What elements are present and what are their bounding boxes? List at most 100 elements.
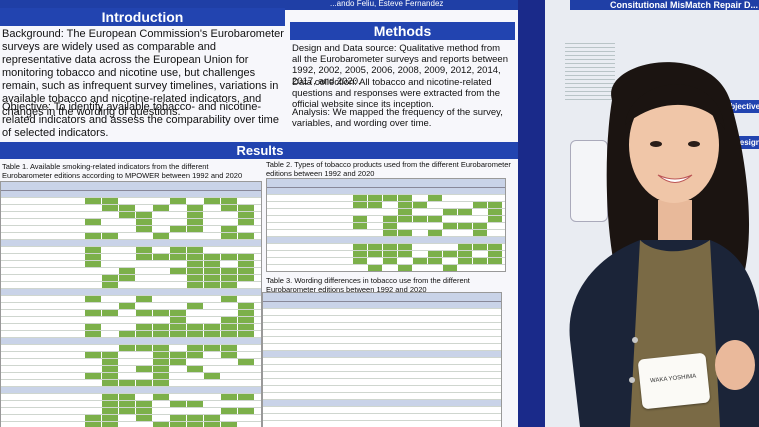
table-row [267,251,505,258]
table-cell [473,244,487,250]
table-cell [238,275,254,281]
table-cell [102,359,118,365]
table-cell [85,247,101,253]
table-cell [119,394,135,400]
table-cell [136,310,152,316]
table1-caption: Table 1. Available smoking-related indic… [2,162,243,180]
table-cell [443,251,457,257]
table-cell [85,198,101,204]
table-cell [398,195,412,201]
table-cell [102,233,118,239]
table-cell [136,366,152,372]
table-row [1,359,261,366]
table-cell [187,226,203,232]
table-row [263,407,501,414]
table-cell [488,258,502,264]
table-cell [383,244,397,250]
table-cell [187,219,203,225]
analysis-text: Analysis: We mapped the frequency of the… [292,107,503,129]
right-poster-text-block [565,40,615,100]
table-cell [204,415,220,421]
table-row [263,323,501,330]
table-cell [204,373,220,379]
table-cell [368,265,382,271]
table-cell [383,223,397,229]
table-row [263,400,501,407]
table-cell [170,415,186,421]
table-row [1,198,261,205]
table-cell [102,275,118,281]
table-cell [187,212,203,218]
table-cell [136,324,152,330]
table-row [1,247,261,254]
table-cell [119,275,135,281]
objective-text: Objective: To identify available tobacco… [2,101,279,139]
table-row [1,212,261,219]
table-cell [119,380,135,386]
table-row [1,331,261,338]
table-row [263,386,501,393]
table-cell [153,366,169,372]
table-cell [398,244,412,250]
table-cell [353,216,367,222]
table-cell [221,352,237,358]
table-cell [238,394,254,400]
table-cell [136,219,152,225]
table-row [1,226,261,233]
table-row [1,387,261,394]
table-cell [153,345,169,351]
table-cell [238,331,254,337]
table-row [1,310,261,317]
main-poster: ...ando Feliu, Esteve Fernandez Introduc… [0,0,520,427]
table-row [1,366,261,373]
table-cell [187,422,203,427]
table-cell [136,401,152,407]
table-row [1,254,261,261]
table-cell [170,198,186,204]
table-row [263,344,501,351]
table-cell [170,226,186,232]
table-cell [221,296,237,302]
table-cell [85,261,101,267]
table-cell [187,254,203,260]
table-row [263,358,501,365]
table2 [266,178,506,272]
table-row [263,309,501,316]
table-row [1,191,261,198]
collection-text: Data collection: All tobacco and nicotin… [292,77,501,110]
table-cell [238,317,254,323]
table-cell [238,268,254,274]
right-poster-title: Consitutional MisMatch Repair D... [610,0,759,10]
table-cell [119,331,135,337]
table-cell [170,324,186,330]
table-cell [458,223,472,229]
table-row [1,415,261,422]
table-cell [353,202,367,208]
table-cell [119,401,135,407]
table-cell [458,258,472,264]
table-cell [221,205,237,211]
table-cell [238,324,254,330]
table-cell [170,352,186,358]
table-cell [238,408,254,414]
table-cell [368,251,382,257]
table-cell [136,345,152,351]
table1 [0,181,262,427]
table-cell [187,352,203,358]
table-row [263,393,501,400]
table-header [267,179,505,188]
table-cell [398,230,412,236]
table-row [1,408,261,415]
table-row [263,421,501,427]
table-cell [119,408,135,414]
table-cell [85,373,101,379]
table-cell [368,202,382,208]
table-cell [170,254,186,260]
table-cell [383,216,397,222]
table-cell [413,216,427,222]
background-text: Background: The European Commission's Eu… [2,28,284,118]
table-cell [136,331,152,337]
table-cell [187,331,203,337]
results-heading: Results [0,142,520,159]
table-cell [238,303,254,309]
